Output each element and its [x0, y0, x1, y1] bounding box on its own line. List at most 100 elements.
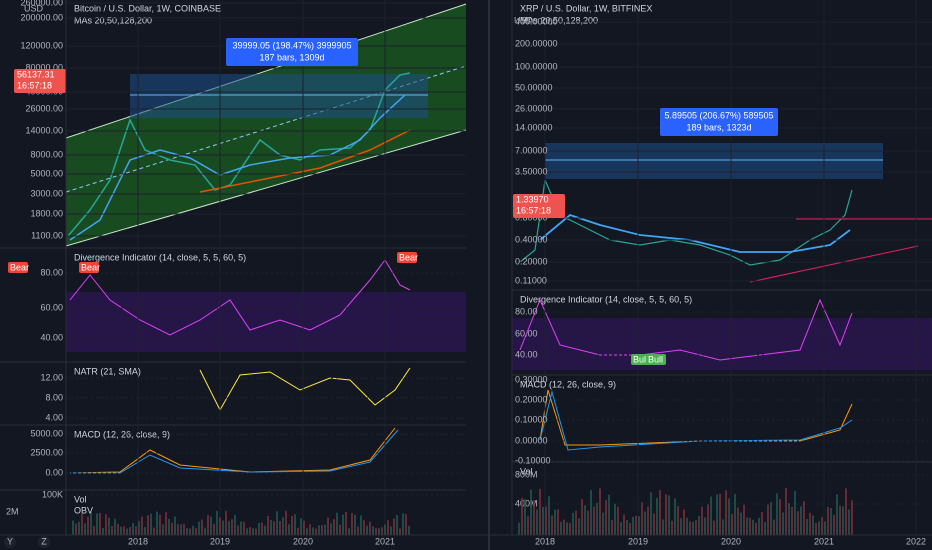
volume-bar — [186, 528, 188, 535]
volume-bar — [297, 527, 299, 535]
volume-bar — [123, 526, 125, 535]
volume-bar — [165, 512, 167, 535]
volume-bar — [129, 527, 131, 535]
volume-bar — [147, 515, 149, 535]
volume-bar — [578, 518, 580, 535]
volume-bar — [692, 521, 694, 535]
volume-bar — [84, 523, 86, 535]
volume-bar — [737, 507, 739, 535]
volume-bar — [599, 488, 601, 535]
volume-bar — [641, 502, 643, 535]
year-label: 2020 — [721, 536, 741, 546]
volume-bar — [761, 511, 763, 535]
volume-bar — [770, 502, 772, 535]
price-tick-label: 3.50000 — [515, 166, 548, 176]
volume-bar — [572, 512, 574, 535]
volume-bar — [126, 528, 128, 535]
volume-bar — [315, 528, 317, 535]
volume-bar — [815, 523, 817, 535]
signal-tag-text: Bull — [648, 354, 663, 364]
volume-bar — [252, 528, 254, 535]
pane-tick-label: 80.00 — [40, 267, 63, 277]
measure-text: 5.89505 (206.67%) 589505 — [664, 110, 773, 120]
volume-bar — [635, 515, 637, 535]
volume-bar — [557, 509, 559, 535]
volume-bar — [267, 515, 269, 535]
volume-bar — [611, 519, 613, 535]
volume-bar — [75, 523, 77, 535]
volume-bar — [213, 524, 215, 535]
volume-bar — [228, 521, 230, 535]
volume-bar — [695, 520, 697, 535]
measure-text: 187 bars, 1309d — [259, 52, 324, 62]
volume-bar — [659, 490, 661, 535]
volume-bar — [683, 509, 685, 535]
volume-bar — [809, 512, 811, 535]
volume-bar — [138, 521, 140, 535]
indicator-decoration — [66, 259, 932, 474]
volume-bar — [719, 493, 721, 535]
volume-bar — [530, 489, 532, 535]
volume-bar — [581, 499, 583, 535]
side-label: 2M — [6, 506, 19, 516]
price-badge — [14, 69, 66, 93]
toolbar-label: Z — [41, 536, 47, 546]
signal-tag — [8, 262, 28, 273]
volume-bar — [665, 494, 667, 535]
year-label: 2021 — [375, 536, 395, 546]
volume-bar — [306, 527, 308, 535]
price-tick-label: 8000.00 — [30, 149, 63, 159]
toolbar-button[interactable] — [4, 536, 16, 548]
pane-tick-label: 800M — [515, 469, 538, 479]
volume-bar — [225, 510, 227, 535]
volume-bar — [776, 493, 778, 535]
volume-bar — [375, 527, 377, 535]
volume-bar — [327, 517, 329, 535]
volume-bar — [282, 517, 284, 535]
volume-bar — [102, 528, 104, 535]
volume-bar — [674, 498, 676, 535]
volume-bar — [713, 520, 715, 535]
price-tick-label: 260000.00 — [20, 0, 63, 7]
volume-bar — [764, 522, 766, 535]
volume-bar — [321, 525, 323, 535]
toolbar-button[interactable] — [38, 536, 50, 548]
volume-bar — [839, 505, 841, 535]
volume-bar — [171, 522, 173, 535]
volume-bar — [231, 519, 233, 535]
volume-bar — [788, 503, 790, 535]
volume-bar — [246, 528, 248, 535]
volume-bar — [345, 511, 347, 535]
volume-bar — [518, 522, 520, 535]
volume-bar — [87, 516, 89, 535]
volume-bar — [704, 517, 706, 535]
volume-bar — [656, 497, 658, 535]
volume-bar — [662, 519, 664, 535]
volume-bar — [725, 490, 727, 535]
volume-bar — [132, 523, 134, 535]
volume-bar — [396, 515, 398, 535]
volume-bar — [309, 524, 311, 535]
year-label: 2020 — [293, 536, 313, 546]
volume-bar — [824, 521, 826, 535]
volume-bar — [734, 493, 736, 535]
volume-bar — [198, 521, 200, 535]
volume-bar — [740, 512, 742, 535]
volume-bar — [111, 525, 113, 535]
volume-bar — [90, 511, 92, 535]
volume-bar — [342, 514, 344, 535]
volume-bar — [668, 495, 670, 535]
volume-bar — [608, 494, 610, 535]
volume-bar — [393, 518, 395, 535]
pane-tick-label: 400M — [515, 498, 538, 508]
signal-tag-text: Bear — [81, 262, 100, 272]
volume-bar — [728, 498, 730, 535]
volume-bar — [806, 519, 808, 535]
volume-bar — [222, 520, 224, 535]
volume-bar — [818, 521, 820, 535]
pane-label: NATR (21, SMA) — [74, 366, 141, 376]
volume-bar — [731, 513, 733, 535]
volume-bar — [566, 522, 568, 535]
year-label: 2019 — [210, 536, 230, 546]
pane-label: Vol — [74, 494, 87, 504]
